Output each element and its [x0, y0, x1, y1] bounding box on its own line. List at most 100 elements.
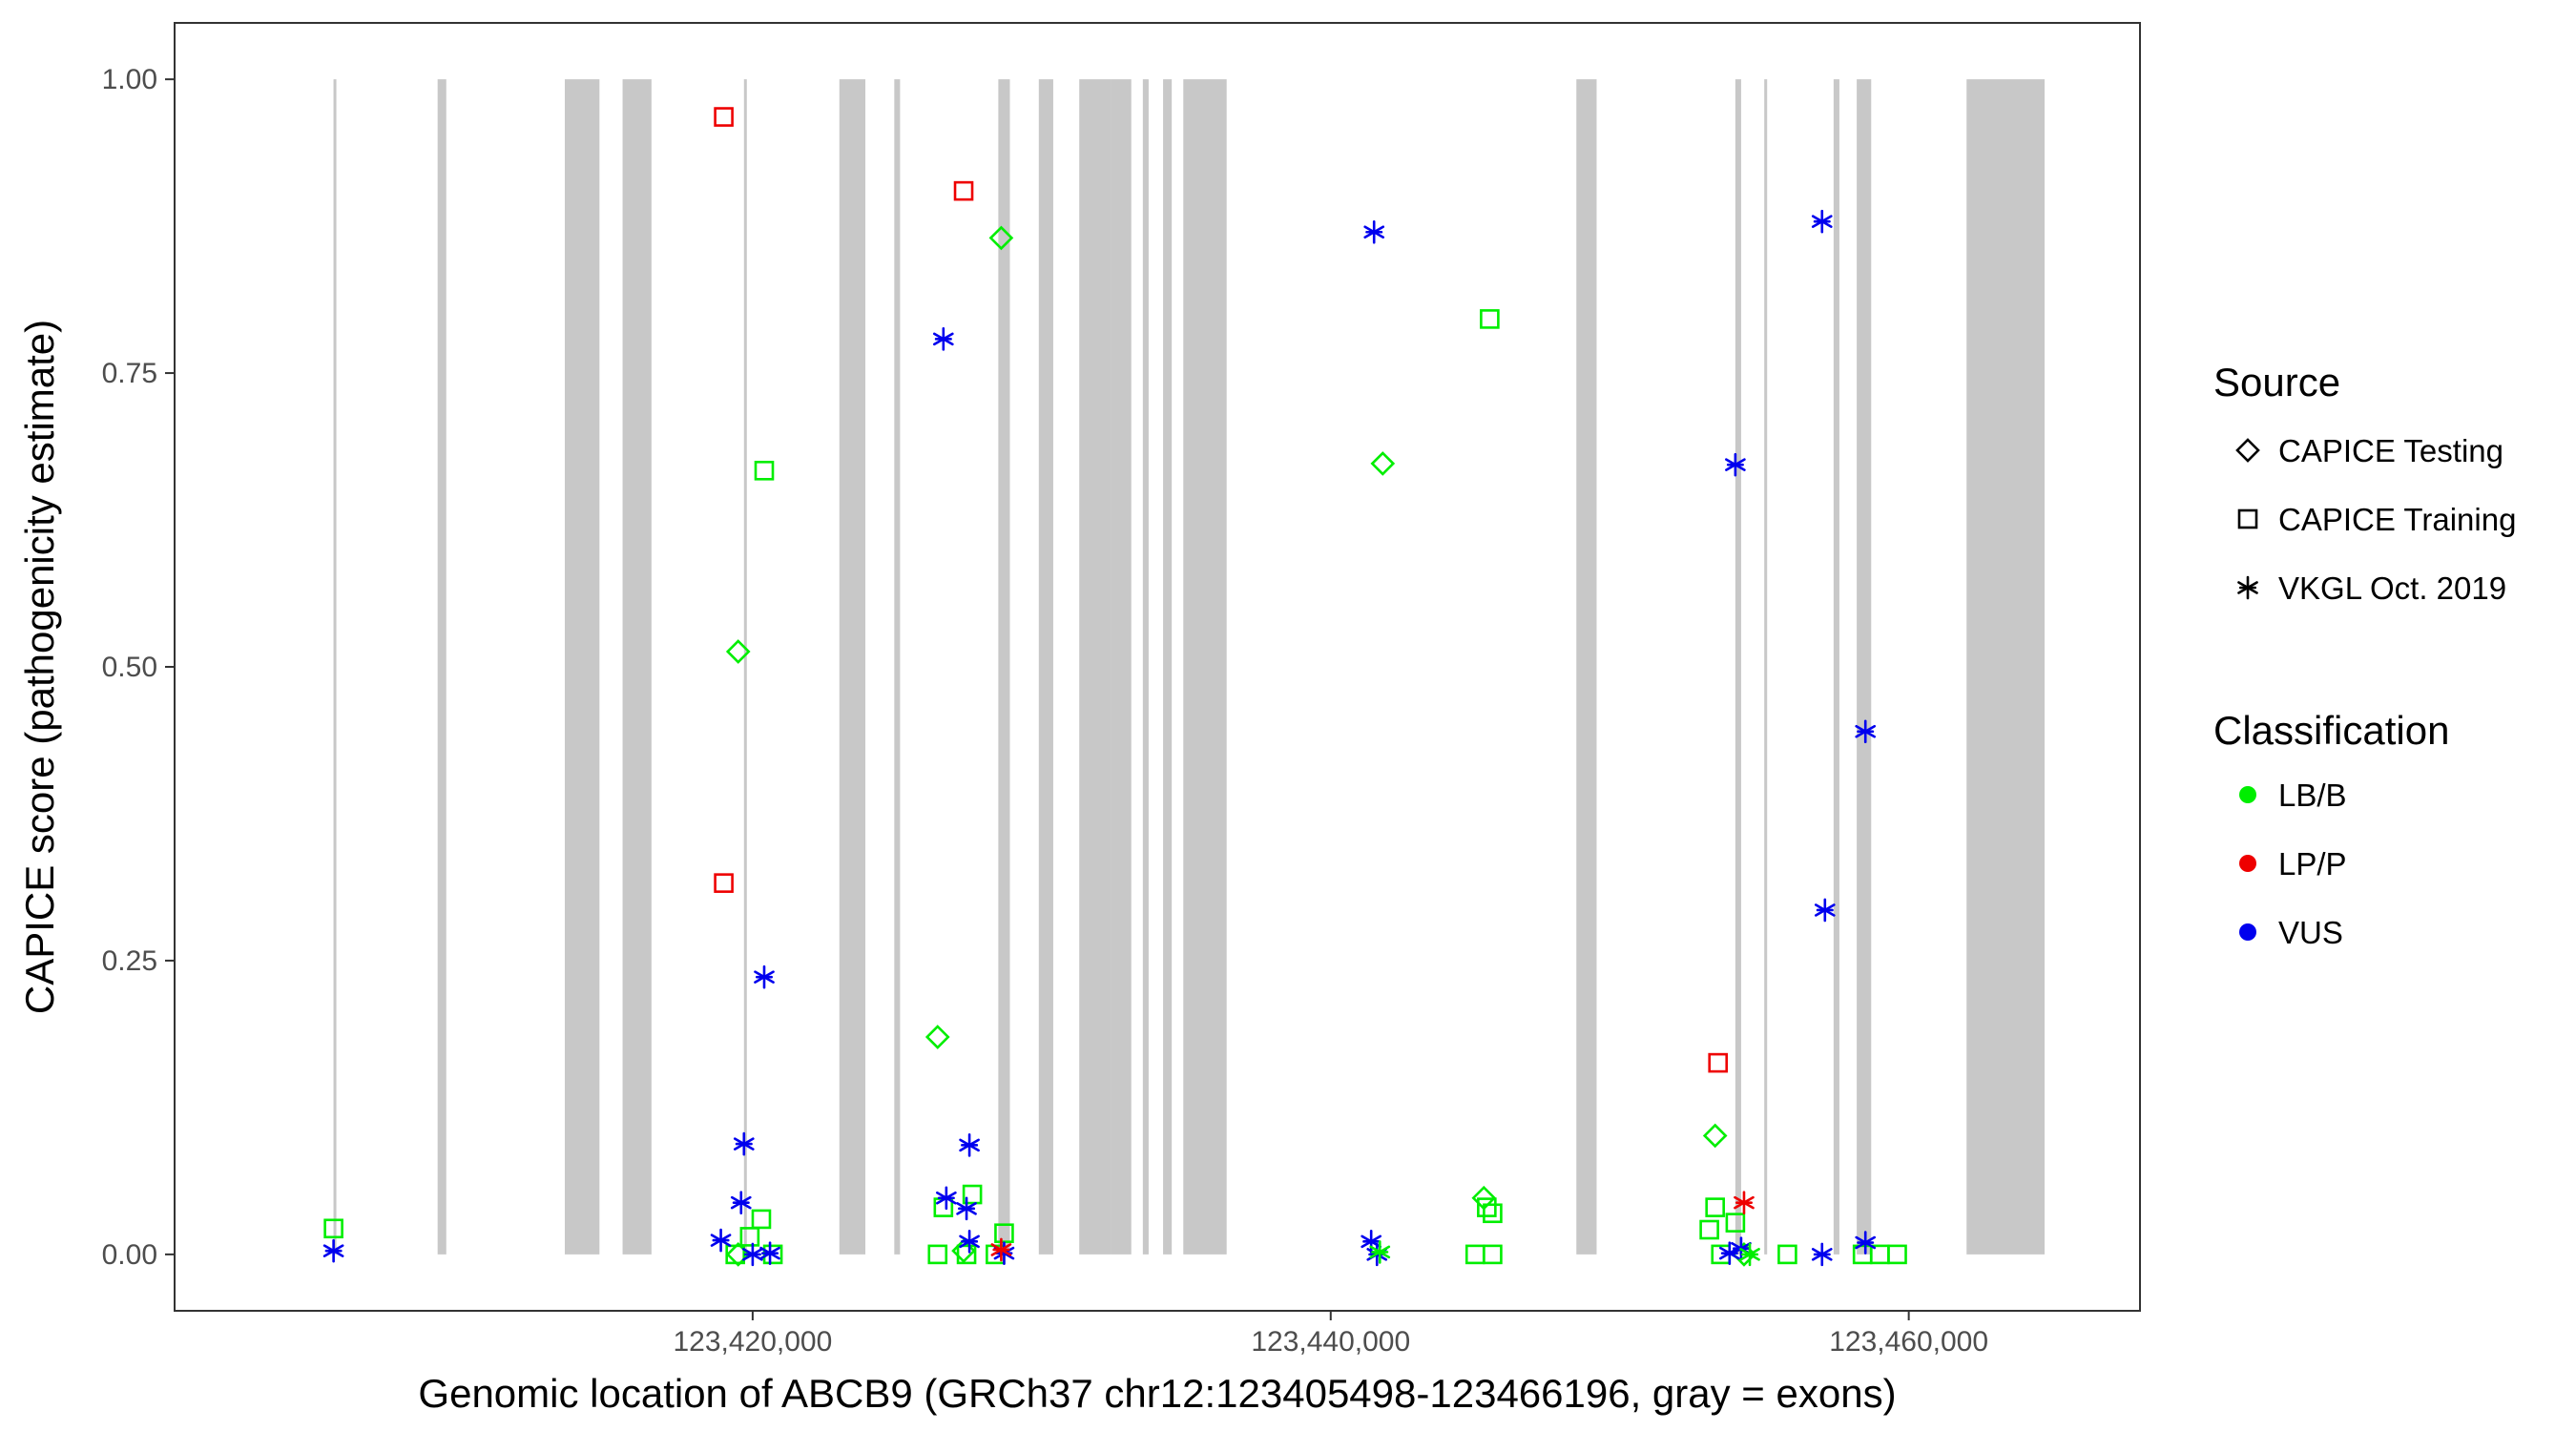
- data-point-asterisk: [733, 1131, 755, 1156]
- data-point-diamond: [924, 1025, 950, 1049]
- exon-13: [1163, 79, 1173, 1255]
- legend-source-label: CAPICE Testing: [2278, 433, 2503, 468]
- data-point-asterisk: [742, 1242, 763, 1267]
- exon-2: [437, 79, 447, 1255]
- data-point-square: [927, 1244, 948, 1265]
- exon-17: [1764, 79, 1768, 1255]
- data-point-asterisk: [754, 964, 775, 989]
- data-point-square: [1725, 1213, 1746, 1233]
- legend-key-square: [2237, 508, 2258, 529]
- exon-5: [743, 79, 747, 1255]
- exon-16: [1735, 79, 1741, 1255]
- data-point-square: [739, 1227, 760, 1247]
- data-point-asterisk: [710, 1228, 732, 1253]
- data-point-square: [1777, 1244, 1797, 1265]
- data-point-asterisk: [1363, 219, 1385, 244]
- data-point-asterisk: [956, 1196, 977, 1221]
- y-tick-label: 0.75: [102, 358, 157, 389]
- data-point-asterisk: [932, 327, 954, 351]
- legend-class-label: VUS: [2278, 915, 2343, 950]
- data-point-asterisk: [322, 1238, 344, 1263]
- data-point-diamond: [1702, 1123, 1728, 1149]
- data-point-asterisk: [1814, 898, 1836, 923]
- legend-class-label: LP/P: [2278, 846, 2347, 881]
- y-tick-label: 0.25: [102, 945, 157, 977]
- data-point-square: [714, 107, 734, 127]
- legend-source-title: Source: [2213, 360, 2340, 404]
- data-point-asterisk: [1811, 1242, 1833, 1267]
- exon-20: [1966, 79, 2046, 1255]
- legend-source-items: CAPICE Testing CAPICE Training VKGL Oct. 2…: [2235, 433, 2516, 606]
- exon-6: [839, 79, 866, 1255]
- exon-9: [1038, 79, 1053, 1255]
- data-point-diamond: [725, 639, 751, 664]
- data-point-asterisk: [990, 1237, 1012, 1262]
- data-point-asterisk: [1718, 1241, 1740, 1265]
- exon-18: [1833, 79, 1839, 1255]
- exon-12: [1142, 79, 1149, 1255]
- data-point-square: [1708, 1052, 1729, 1073]
- data-point-asterisk: [959, 1230, 980, 1254]
- y-tick-label: 0.00: [102, 1239, 157, 1271]
- legend-key-dot: [2239, 923, 2256, 941]
- data-point-square: [962, 1184, 983, 1205]
- y-tick-label: 1.00: [102, 64, 157, 95]
- data-point-square: [1699, 1219, 1719, 1240]
- legend-class-label: LB/B: [2278, 778, 2347, 813]
- data-point-asterisk: [1725, 452, 1746, 477]
- data-point-asterisk: [959, 1133, 980, 1157]
- data-point-square: [1480, 309, 1500, 329]
- exon-10: [1079, 79, 1111, 1255]
- exon-4: [622, 79, 652, 1255]
- data-point-asterisk: [936, 1186, 957, 1211]
- data-point-asterisk: [1811, 209, 1833, 234]
- exon-8: [998, 79, 1010, 1255]
- data-point-diamond: [988, 225, 1014, 251]
- exon-11: [1111, 79, 1132, 1255]
- data-point-asterisk: [730, 1191, 752, 1214]
- exon-19: [1857, 79, 1872, 1255]
- exon-1: [333, 79, 337, 1255]
- exon-14: [1183, 79, 1227, 1255]
- exon-layer: [333, 79, 2046, 1255]
- series-capice-training: [323, 107, 1907, 1265]
- y-tick-label: 0.50: [102, 652, 157, 683]
- x-axis: 123,420,000 123,440,000 123,460,000: [673, 1311, 1988, 1358]
- data-point-asterisk: [1855, 1231, 1877, 1255]
- data-point-square: [1887, 1244, 1907, 1265]
- data-point-square: [953, 180, 974, 201]
- legend-key-asterisk: [2237, 575, 2258, 600]
- series-vkgl-oct-2019: [322, 209, 1877, 1267]
- y-axis: 0.00 0.25 0.50 0.75 1.00: [102, 64, 175, 1271]
- data-point-asterisk: [759, 1241, 780, 1265]
- data-point-square: [714, 873, 734, 893]
- exon-15: [1576, 79, 1597, 1255]
- data-point-square: [956, 1244, 977, 1265]
- data-point-square: [754, 460, 775, 481]
- legend-source-label: VKGL Oct. 2019: [2278, 570, 2506, 606]
- legend-key-diamond: [2235, 438, 2260, 463]
- exon-3: [564, 79, 600, 1255]
- data-point-square: [751, 1209, 772, 1230]
- data-point-square: [1483, 1244, 1503, 1265]
- x-axis-title: Genomic location of ABCB9 (GRCh37 chr12:…: [418, 1371, 1896, 1416]
- data-point-square: [323, 1218, 343, 1239]
- y-axis-title: CAPICE score (pathogenicity estimate): [17, 320, 62, 1014]
- legend-key-dot: [2239, 786, 2256, 803]
- legend-class-items: LB/B LP/P VUS: [2239, 778, 2347, 950]
- legend-source-label: CAPICE Training: [2278, 502, 2516, 537]
- data-point-asterisk: [1739, 1242, 1760, 1267]
- data-point-square: [1705, 1197, 1725, 1217]
- exon-7: [894, 79, 901, 1255]
- x-tick-label: 123,440,000: [1251, 1326, 1410, 1358]
- data-point-asterisk: [1734, 1191, 1755, 1214]
- legend-classification-title: Classification: [2213, 708, 2449, 753]
- data-point-square: [1483, 1203, 1503, 1224]
- points-layer: [322, 107, 1907, 1267]
- x-tick-label: 123,460,000: [1829, 1326, 1988, 1358]
- legend: Source Classification CAPICE TestingCAPI…: [2213, 360, 2516, 950]
- data-point-square: [1477, 1197, 1497, 1217]
